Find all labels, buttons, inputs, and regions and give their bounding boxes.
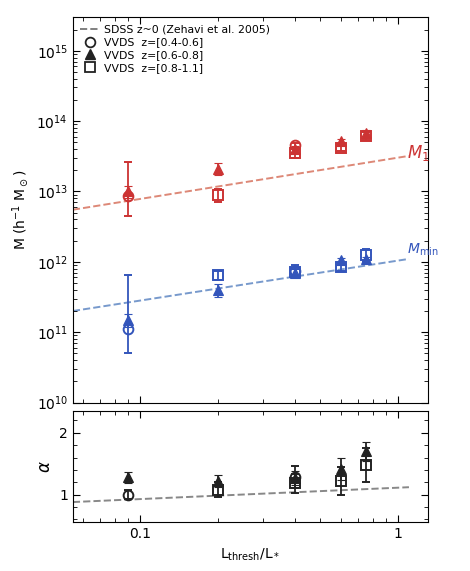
Legend: SDSS z~0 (Zehavi et al. 2005), VVDS  z=[0.4-0.6], VVDS  z=[0.6-0.8], VVDS  z=[0.: SDSS z~0 (Zehavi et al. 2005), VVDS z=[0… [78, 22, 273, 75]
Y-axis label: M (h$^{-1}$ M$_\odot$): M (h$^{-1}$ M$_\odot$) [11, 170, 31, 250]
Text: M$_{\rm min}$: M$_{\rm min}$ [407, 241, 439, 258]
Text: M$_1$: M$_1$ [407, 143, 430, 163]
Y-axis label: $\alpha$: $\alpha$ [36, 460, 54, 473]
X-axis label: L$_{\rm thresh}$/L$_*$: L$_{\rm thresh}$/L$_*$ [220, 547, 281, 563]
